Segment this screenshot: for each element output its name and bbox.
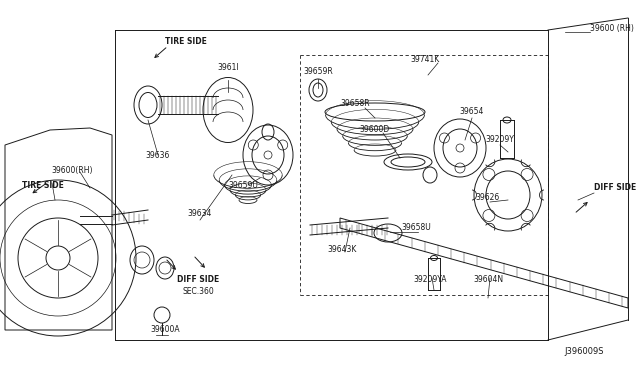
Text: 3961l: 3961l bbox=[217, 64, 239, 73]
Text: 39636: 39636 bbox=[146, 151, 170, 160]
Text: 39643K: 39643K bbox=[327, 246, 356, 254]
Text: TIRE SIDE: TIRE SIDE bbox=[165, 38, 207, 46]
Text: 39600D: 39600D bbox=[360, 125, 390, 135]
Text: 39600A: 39600A bbox=[150, 326, 180, 334]
Text: 39626: 39626 bbox=[476, 193, 500, 202]
Text: 39659U: 39659U bbox=[228, 180, 258, 189]
Text: 39600 (RH): 39600 (RH) bbox=[590, 23, 634, 32]
Text: 39658U: 39658U bbox=[401, 224, 431, 232]
Text: 39209Y: 39209Y bbox=[486, 135, 515, 144]
Text: 39634: 39634 bbox=[188, 208, 212, 218]
Text: 39658R: 39658R bbox=[340, 99, 370, 108]
Text: SEC.360: SEC.360 bbox=[182, 288, 214, 296]
Text: DIFF SIDE: DIFF SIDE bbox=[177, 276, 219, 285]
Text: 39654: 39654 bbox=[460, 108, 484, 116]
Text: 39604N: 39604N bbox=[473, 276, 503, 285]
Text: TIRE SIDE: TIRE SIDE bbox=[22, 180, 64, 189]
Text: 39741K: 39741K bbox=[410, 55, 440, 64]
Text: J396009S: J396009S bbox=[564, 347, 604, 356]
Text: 39659R: 39659R bbox=[303, 67, 333, 77]
Text: DIFF SIDE: DIFF SIDE bbox=[594, 183, 636, 192]
Text: 39600(RH): 39600(RH) bbox=[51, 166, 93, 174]
Text: 39209YA: 39209YA bbox=[413, 276, 447, 285]
